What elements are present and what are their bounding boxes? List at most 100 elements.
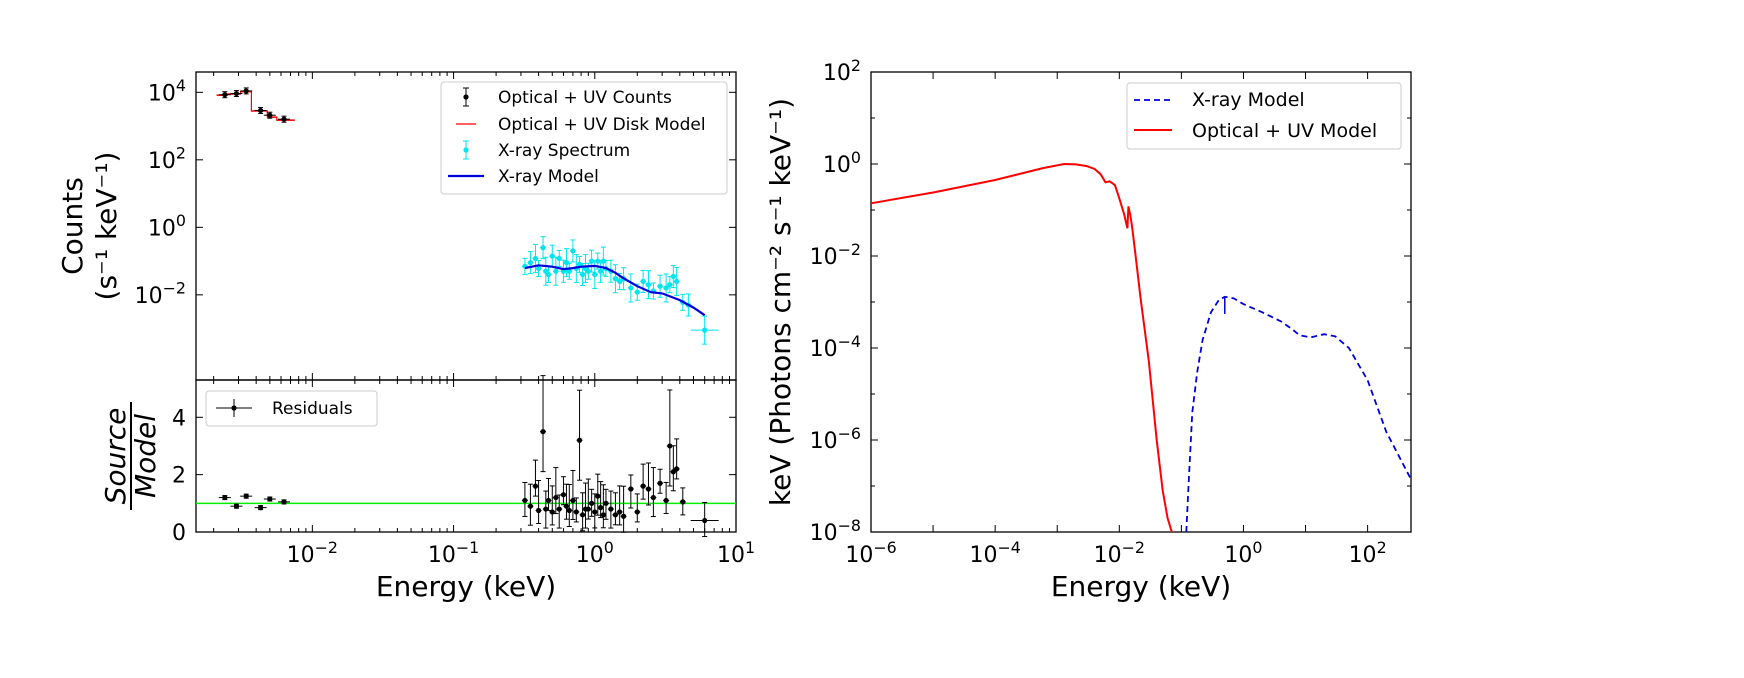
residual-point-marker	[634, 509, 640, 515]
residual-point-marker	[598, 505, 604, 511]
residual-point	[579, 492, 586, 532]
residual-point-marker	[650, 494, 656, 501]
residual-point	[263, 496, 276, 502]
residual-point	[640, 463, 647, 500]
xray-spectrum-point	[532, 243, 539, 273]
residual-point	[666, 389, 673, 487]
residual-point-marker	[243, 493, 249, 499]
xray-spectrum-point	[612, 264, 619, 294]
xray-spectrum-point	[552, 256, 559, 286]
right-y-tick-label: 100	[823, 148, 861, 178]
optical-count-point	[218, 91, 231, 99]
right-legend-label: Optical + UV Model	[1192, 120, 1377, 142]
xray-spectrum-point-marker	[598, 268, 604, 274]
residual-point-marker	[545, 497, 552, 504]
residual-point	[527, 483, 534, 526]
xray-spectrum-point	[666, 276, 673, 294]
residual-point	[585, 478, 592, 520]
xray-spectrum-point	[566, 262, 573, 280]
xray-spectrum-point-marker	[556, 255, 562, 262]
residual-y-label-denominator: Model	[129, 414, 162, 498]
optical-count-point-marker	[222, 92, 228, 98]
residual-point	[254, 505, 267, 511]
residual-point	[657, 468, 664, 494]
residual-point-marker	[257, 505, 264, 511]
main-y-tick-label: 100	[148, 211, 186, 241]
residual-plot-frame	[195, 379, 737, 533]
residual-legend-box	[205, 390, 378, 427]
xray-spectrum-point	[527, 251, 534, 275]
legend-swatch-marker	[463, 94, 469, 100]
right-y-tick-label: 10−2	[810, 240, 861, 270]
residual-point-marker	[566, 507, 572, 514]
residual-point	[645, 462, 652, 506]
optical-uv-model-line	[870, 162, 1173, 533]
residual-point-marker	[628, 486, 634, 492]
xray-spectrum-point-marker	[600, 258, 606, 264]
residual-point	[663, 481, 670, 514]
residual-point	[230, 503, 243, 509]
xray-spectrum-point	[690, 315, 719, 345]
xray-spectrum-point	[549, 244, 556, 268]
residual-point-marker	[563, 503, 570, 509]
xray-spectrum-point	[663, 273, 670, 303]
residual-legend-label: Residuals	[272, 399, 353, 419]
residual-point-marker	[573, 509, 579, 515]
xray-spectrum-point-marker	[592, 271, 598, 278]
right-x-tick-label: 10−4	[969, 538, 1020, 568]
residual-point-marker	[663, 497, 669, 504]
xray-spectrum-point-marker	[595, 258, 601, 264]
xray-spectrum-point-marker	[657, 283, 663, 289]
text-layer: 104 102 100 10−2 0 2 4 10−2 10−1 100 101 Energy (ke…	[56, 56, 1402, 603]
residual-point-marker	[281, 499, 287, 505]
residual-point	[560, 476, 567, 506]
xray-spectrum-point-marker	[670, 273, 676, 280]
right-y-tick-label: 102	[823, 56, 861, 86]
optical-count-point	[230, 90, 243, 98]
residual-point	[556, 494, 563, 529]
residual-point-marker	[600, 512, 606, 518]
residual-point	[582, 482, 589, 529]
residual-point-marker	[570, 497, 576, 504]
residual-point-marker	[657, 480, 663, 486]
main-x-axis-label: Energy (keV)	[376, 570, 556, 603]
residual-point-marker	[612, 512, 619, 518]
residual-point	[540, 375, 547, 473]
residual-point	[591, 493, 598, 529]
residual-point	[535, 479, 542, 524]
residual-point-marker	[621, 513, 627, 519]
axes-frames	[195, 71, 1412, 533]
optical-count-point-marker	[233, 90, 240, 97]
residual-point-marker	[532, 483, 539, 489]
xray-spectrum-point	[542, 256, 549, 286]
residual-point-marker	[585, 506, 591, 512]
xray-spectrum-point-marker	[580, 271, 586, 278]
xray-spectrum-point-marker	[585, 268, 591, 274]
right-legend-label: X-ray Model	[1192, 89, 1305, 111]
xray-spectrum-point	[640, 269, 647, 293]
xray-spectrum-point	[588, 249, 595, 273]
right-legend: X-ray Model Optical + UV Model	[1126, 82, 1402, 150]
residual-y-tick-label: 4	[172, 406, 186, 431]
residual-point	[521, 481, 528, 517]
right-x-tick-label: 100	[1224, 538, 1262, 568]
xray-spectrum-point	[600, 246, 607, 276]
residual-x-tick-label: 10−1	[428, 538, 479, 568]
xray-spectrum-point	[521, 257, 528, 275]
main-y-axis-label-units: (s⁻¹ keV⁻¹)	[90, 152, 123, 301]
residual-point-marker	[595, 493, 601, 499]
xray-spectrum-point	[582, 254, 589, 284]
xray-spectrum-point-marker	[589, 258, 595, 264]
optical-count-point	[278, 115, 291, 123]
residual-point-marker	[674, 466, 680, 472]
xray-spectrum-point-marker	[549, 253, 555, 259]
xray-spectrum-point	[591, 260, 598, 290]
residual-point	[532, 459, 539, 497]
xray-spectrum-point-marker	[553, 268, 559, 274]
residual-point-marker	[589, 500, 595, 506]
residual-point	[600, 484, 607, 529]
optical-count-point-marker	[257, 107, 264, 114]
residual-point	[673, 438, 680, 480]
residual-point-marker	[222, 494, 228, 501]
xray-spectrum-point-marker	[612, 276, 619, 282]
